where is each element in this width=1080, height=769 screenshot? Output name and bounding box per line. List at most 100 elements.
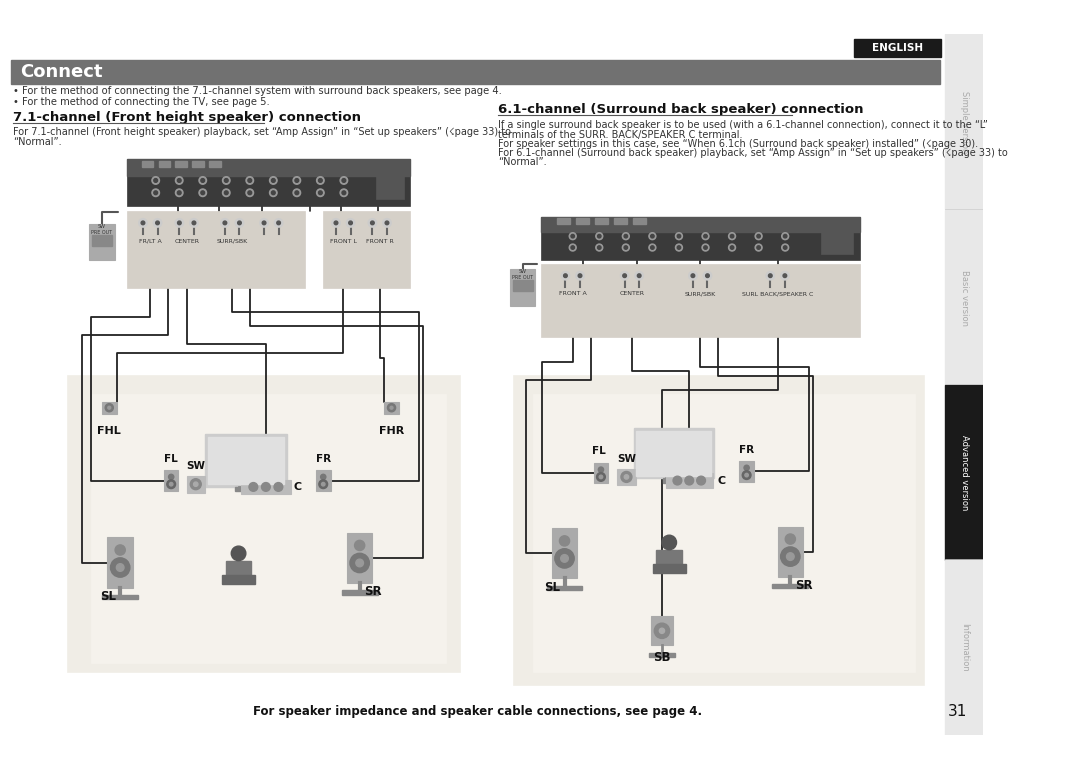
Circle shape [355,559,364,567]
Bar [665,473,713,488]
Text: SW
PRE OUT: SW PRE OUT [92,224,112,235]
Bar [205,434,287,487]
Circle shape [673,476,681,485]
Circle shape [561,554,568,562]
Circle shape [271,178,275,182]
Text: FR: FR [315,454,330,464]
Text: For speaker impedance and speaker cable connections, see page 4.: For speaker impedance and speaker cable … [253,705,702,718]
Bar [634,428,714,478]
Circle shape [225,178,228,182]
Circle shape [675,233,683,240]
Circle shape [321,474,326,480]
Text: C: C [717,475,725,485]
Text: ENGLISH: ENGLISH [873,43,923,53]
Circle shape [370,221,375,225]
Bar [127,159,409,207]
Circle shape [177,178,181,182]
Circle shape [192,221,195,225]
Circle shape [635,271,644,280]
Text: For 6.1-channel (Surround back speaker) playback, set “Amp Assign” in “Set up sp: For 6.1-channel (Surround back speaker) … [498,148,1008,158]
Circle shape [224,221,227,225]
Circle shape [295,191,299,195]
Bar [175,161,187,167]
Circle shape [261,483,270,491]
Circle shape [340,177,348,185]
Circle shape [141,221,145,225]
Text: For 7.1-channel (Front height speaker) playback, set “Amp Assign” in “Set up spe: For 7.1-channel (Front height speaker) p… [13,127,511,137]
Bar [210,161,220,167]
Text: SL: SL [544,581,559,594]
Circle shape [654,623,670,638]
Circle shape [222,177,230,185]
Bar [651,616,673,645]
Circle shape [691,274,694,278]
Text: Basic version: Basic version [960,270,969,325]
Text: Information: Information [960,623,969,671]
Bar [557,218,569,224]
Circle shape [201,191,204,195]
Circle shape [662,535,676,550]
Bar [636,431,711,475]
Bar [103,595,138,599]
Text: SB: SB [653,651,671,664]
Circle shape [276,221,281,225]
Circle shape [222,189,230,197]
Circle shape [622,233,630,240]
Circle shape [368,218,377,228]
Circle shape [702,233,708,240]
Circle shape [755,244,762,251]
Bar [772,584,808,588]
Circle shape [783,235,787,238]
Circle shape [704,246,707,249]
Circle shape [340,189,348,197]
Text: FL: FL [592,447,606,457]
Bar [514,376,924,685]
Circle shape [319,480,327,488]
Text: C: C [294,482,301,492]
Circle shape [177,221,181,225]
Bar [316,471,330,491]
Bar [13,697,942,728]
Circle shape [342,178,346,182]
Circle shape [319,191,322,195]
Bar [90,224,114,260]
Circle shape [598,467,604,472]
Text: CENTER: CENTER [620,291,645,296]
Bar [552,528,578,578]
Circle shape [685,476,693,485]
Circle shape [271,191,275,195]
Bar [222,575,255,584]
Circle shape [624,235,627,238]
Circle shape [170,482,173,486]
Circle shape [596,244,603,251]
Text: “Normal”.: “Normal”. [498,157,546,167]
Circle shape [235,218,244,228]
Bar [541,217,860,260]
Circle shape [596,472,605,481]
Bar [541,217,860,231]
Text: FHL: FHL [97,426,121,436]
Circle shape [576,271,584,280]
Circle shape [729,233,735,240]
Circle shape [270,189,278,197]
Bar [945,35,984,209]
Circle shape [175,189,183,197]
Circle shape [166,480,176,488]
Bar [102,402,117,414]
Circle shape [248,191,252,195]
Text: If a single surround back speaker is to be used (with a 6.1-channel connection),: If a single surround back speaker is to … [498,121,988,131]
Circle shape [390,406,393,409]
Bar [192,161,204,167]
Circle shape [623,274,626,278]
Circle shape [274,218,283,228]
Circle shape [249,483,258,491]
Circle shape [650,246,654,249]
Bar [207,437,284,484]
Text: FRONT A: FRONT A [558,291,586,296]
Circle shape [388,404,395,411]
Bar [107,538,133,588]
Bar [652,564,686,574]
Circle shape [225,191,228,195]
Bar [164,471,178,491]
Circle shape [168,474,174,480]
